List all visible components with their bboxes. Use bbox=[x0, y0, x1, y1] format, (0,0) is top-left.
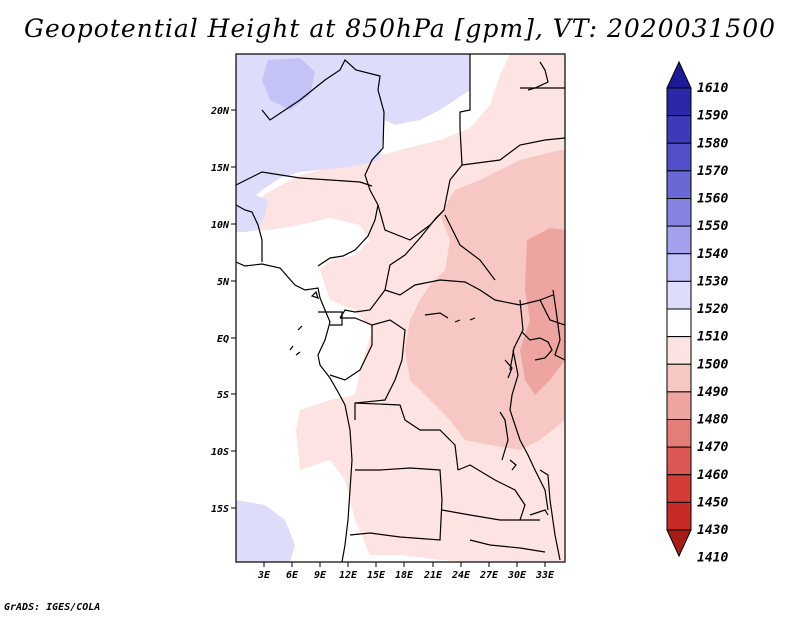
colorbar-label: 1510 bbox=[697, 330, 728, 345]
colorbar-label: 1520 bbox=[697, 302, 728, 317]
colorbar-cell bbox=[666, 419, 692, 448]
map-title: Geopotential Height at 850hPa [gpm], VT:… bbox=[23, 14, 777, 43]
lat-tick-label: 5N bbox=[217, 277, 230, 288]
colorbar-label: 1610 bbox=[697, 81, 728, 96]
colorbar-upper-extension bbox=[666, 60, 692, 89]
colorbar-cell bbox=[666, 336, 692, 365]
lat-tick-label: 15N bbox=[211, 163, 230, 174]
colorbar-cell bbox=[666, 363, 692, 393]
colorbar-label: 1570 bbox=[697, 164, 728, 179]
map-frame bbox=[235, 53, 566, 563]
height-field bbox=[236, 54, 565, 562]
lon-tick-label: 30E bbox=[507, 570, 527, 581]
colorbar-cell bbox=[666, 170, 692, 199]
colorbar-cell bbox=[666, 391, 692, 420]
colorbar-label: 1530 bbox=[697, 274, 728, 289]
field-1530-region bbox=[262, 58, 315, 110]
lon-tick-label: 18E bbox=[395, 570, 414, 581]
coastline bbox=[236, 261, 353, 562]
boundaries bbox=[236, 54, 565, 562]
lon-tick-label: 12E bbox=[339, 570, 358, 581]
colorbar-cell bbox=[666, 501, 692, 531]
lon-tick-label: 9E bbox=[314, 570, 327, 581]
lon-axis: 3E 6E 9E 12E 15E 18E 21E 24E 27E 30E 33E bbox=[257, 562, 555, 581]
lon-tick-label: 21E bbox=[423, 570, 443, 581]
colorbar-cell bbox=[666, 253, 692, 282]
colorbar-lower-extension bbox=[666, 529, 692, 558]
lon-tick-label: 24E bbox=[451, 570, 471, 581]
colorbar-label: 1460 bbox=[697, 468, 728, 483]
colorbar-label: 1470 bbox=[697, 440, 728, 455]
colorbar-cell bbox=[666, 308, 692, 338]
lat-tick-label: 15S bbox=[211, 504, 229, 515]
lat-tick-label: 20N bbox=[210, 106, 230, 117]
lon-tick-label: 6E bbox=[286, 570, 299, 581]
colorbar-cell bbox=[666, 225, 692, 255]
lon-tick-label: 27E bbox=[479, 570, 499, 581]
colorbar-label: 1500 bbox=[697, 357, 728, 372]
colorbar-label: 1490 bbox=[697, 385, 728, 400]
colorbar-label: 1580 bbox=[697, 136, 728, 151]
colorbar-cell bbox=[666, 142, 692, 172]
colorbar-label: 1480 bbox=[697, 413, 728, 428]
lat-tick-label: 10N bbox=[211, 220, 230, 231]
lat-tick-label: 10S bbox=[211, 447, 229, 458]
lat-tick-label: 5S bbox=[217, 390, 229, 401]
field-1480-region bbox=[520, 228, 565, 395]
colorbar-label: 1430 bbox=[697, 523, 728, 538]
colorbar-label: 1550 bbox=[697, 219, 728, 234]
colorbar-cell bbox=[666, 280, 692, 310]
colorbar-label: 1540 bbox=[697, 247, 728, 262]
colorbar-cell bbox=[666, 115, 692, 144]
lon-tick-label: 3E bbox=[257, 570, 271, 581]
colorbar: 1610 1590 1580 1570 1560 1550 1540 1530 1520 1510… bbox=[666, 60, 728, 566]
colorbar-cell bbox=[666, 198, 692, 227]
lon-tick-label: 15E bbox=[367, 570, 386, 581]
colorbar-label: 1560 bbox=[697, 192, 728, 207]
lon-tick-label: 33E bbox=[535, 570, 555, 581]
footer-credit: GrADS: IGES/COLA bbox=[4, 602, 101, 613]
colorbar-cell bbox=[666, 87, 692, 117]
colorbar-label: 1590 bbox=[697, 109, 728, 124]
colorbar-cell bbox=[666, 474, 692, 503]
colorbar-label: 1410 bbox=[697, 551, 728, 566]
lat-axis: 20N 15N 10N 5N EQ 5S 10S 15S bbox=[210, 106, 236, 515]
colorbar-label: 1450 bbox=[697, 495, 728, 510]
colorbar-cell bbox=[666, 446, 692, 476]
lat-tick-label: EQ bbox=[217, 334, 229, 345]
